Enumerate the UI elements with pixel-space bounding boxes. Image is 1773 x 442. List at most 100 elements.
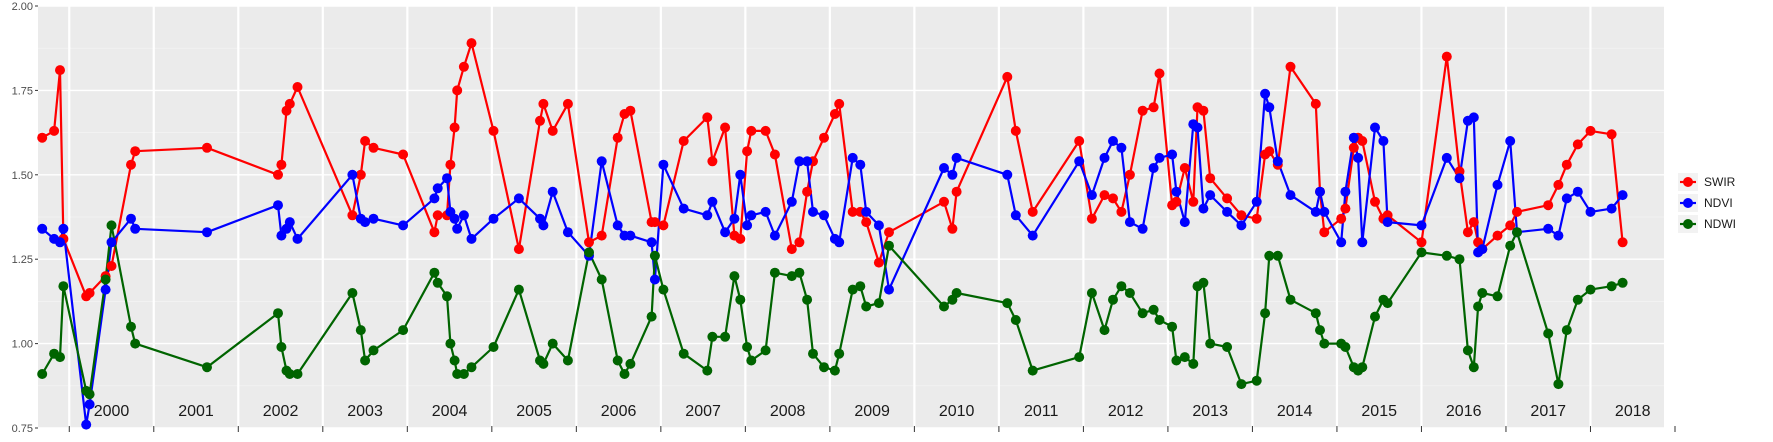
ndvi-point — [1319, 206, 1330, 217]
ndvi-point — [1167, 149, 1178, 160]
ndvi-point — [658, 159, 669, 170]
ndvi-point — [1416, 220, 1427, 231]
ndvi-point — [1148, 163, 1159, 173]
y-tick-label: 2.00 — [12, 1, 33, 13]
swir-point — [355, 169, 366, 180]
ndwi-point — [100, 274, 111, 285]
swir-point — [584, 237, 594, 248]
swir-point — [1468, 217, 1479, 228]
ndwi-point — [1561, 325, 1572, 336]
swir-point — [1606, 129, 1617, 140]
swir-point — [1617, 237, 1628, 248]
ndvi-point — [547, 186, 558, 197]
ndwi-point — [884, 240, 894, 251]
ndvi-point — [106, 237, 117, 248]
swir-point — [873, 257, 884, 268]
swir-point — [786, 244, 797, 255]
swir-point — [834, 98, 845, 109]
swir-point — [1336, 213, 1347, 224]
ndvi-point — [1171, 186, 1182, 197]
swir-point — [1357, 136, 1368, 146]
ndwi-point — [951, 288, 962, 298]
ndvi-point — [130, 223, 141, 234]
ndvi-point — [855, 159, 866, 170]
year-label: 2011 — [1024, 403, 1059, 420]
ndwi-point — [538, 358, 549, 369]
swir-point — [1086, 213, 1097, 224]
ndvi-point — [1348, 132, 1359, 143]
ndwi-point — [1116, 281, 1127, 292]
swir-point — [1205, 173, 1216, 184]
swir-point — [720, 122, 731, 133]
ndwi-point — [292, 369, 303, 379]
ndvi-point — [873, 220, 884, 231]
ndwi-point — [794, 267, 805, 278]
swir-point — [49, 125, 60, 136]
ndwi-point — [649, 250, 660, 261]
ndwi-point — [1010, 315, 1021, 325]
y-tick-label: 0.75 — [12, 423, 33, 435]
ndvi-point — [834, 237, 845, 248]
ndvi-point — [360, 217, 371, 228]
ndwi-point — [1370, 311, 1380, 322]
ndvi-point — [292, 233, 303, 244]
ndwi-point — [458, 369, 469, 379]
ndwi-point — [625, 358, 636, 369]
y-tick-label: 1.00 — [12, 339, 33, 351]
ndwi-point — [742, 342, 753, 352]
ndwi-point — [1340, 342, 1351, 352]
swir-point — [347, 210, 358, 221]
ndwi-point — [1027, 365, 1038, 376]
ndvi-point — [742, 220, 753, 231]
ndvi-point — [1192, 122, 1203, 133]
ndvi-point — [794, 156, 805, 167]
ndwi-point — [1002, 298, 1013, 309]
ndwi-point — [1315, 325, 1325, 336]
ndvi-point — [1198, 203, 1209, 214]
ndwi-point — [1606, 281, 1617, 292]
swir-point — [458, 61, 469, 72]
legend-key-ndwi — [1683, 219, 1693, 229]
ndwi-point — [355, 325, 366, 336]
swir-point — [1340, 203, 1351, 214]
ndwi-point — [562, 355, 573, 366]
ndwi-point — [1382, 298, 1393, 309]
y-tick-label: 1.25 — [12, 254, 33, 266]
ndwi-point — [429, 267, 440, 278]
ndwi-point — [442, 291, 452, 302]
ndvi-point — [1378, 136, 1389, 146]
swir-point — [1171, 196, 1182, 207]
swir-point — [432, 210, 443, 221]
swir-point — [1310, 98, 1321, 109]
year-label: 2017 — [1530, 403, 1566, 420]
ndwi-point — [432, 277, 443, 288]
ndwi-point — [55, 352, 65, 363]
swir-point — [1236, 210, 1247, 221]
ndvi-point — [769, 230, 780, 241]
ndwi-point — [769, 267, 780, 278]
ndvi-point — [649, 274, 660, 285]
ndvi-point — [1099, 152, 1110, 163]
swir-point — [1108, 193, 1118, 204]
ndwi-point — [612, 355, 623, 366]
ndwi-point — [1454, 254, 1465, 265]
swir-point — [562, 98, 573, 109]
ndvi-point — [1441, 152, 1452, 163]
swir-point — [1198, 105, 1209, 116]
ndvi-point — [1154, 152, 1165, 163]
ndwi-point — [1236, 379, 1247, 390]
ndwi-point — [1285, 294, 1296, 305]
ndvi-point — [562, 227, 573, 238]
year-label: 2006 — [601, 403, 637, 420]
legend-label-ndvi: NDVI — [1704, 196, 1733, 210]
ndvi-point — [442, 173, 452, 184]
ndwi-point — [449, 355, 460, 366]
swir-point — [1561, 159, 1572, 170]
ndwi-point — [547, 338, 558, 349]
year-label: 2008 — [770, 403, 806, 420]
ndwi-point — [1124, 288, 1135, 298]
ndwi-point — [735, 294, 746, 305]
ndwi-point — [1171, 355, 1182, 366]
swir-point — [596, 230, 607, 241]
ndwi-point — [1137, 308, 1148, 319]
